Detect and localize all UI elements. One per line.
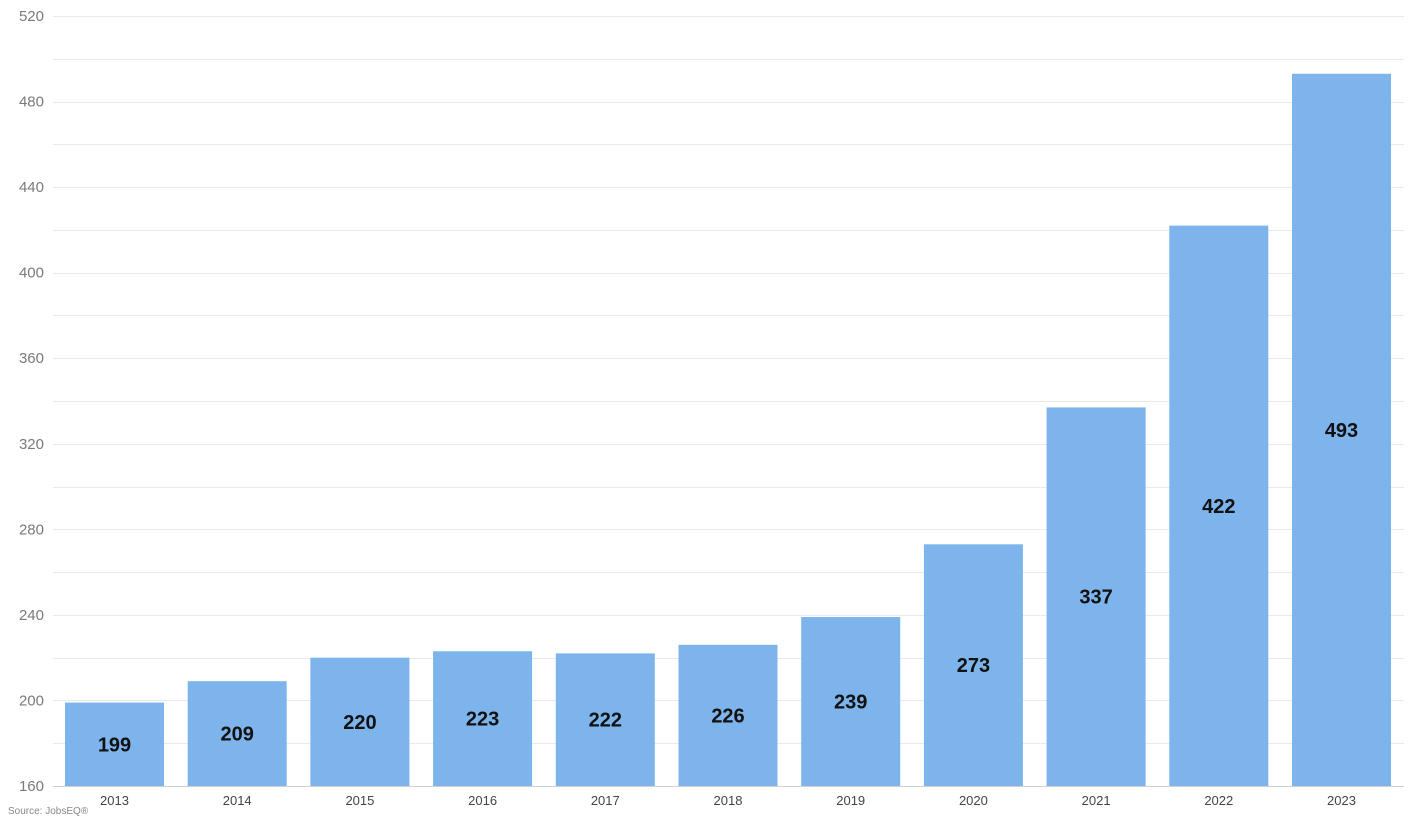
source-note: Source: JobsEQ®	[8, 806, 89, 817]
x-tick-label: 2018	[714, 793, 743, 808]
bar-2022	[1169, 225, 1269, 787]
bar-2013	[65, 702, 164, 786]
bar-2018	[678, 644, 778, 786]
x-tick-label: 2013	[100, 793, 129, 808]
bar-2023	[1292, 73, 1391, 786]
y-tick-label: 400	[19, 265, 44, 282]
x-tick-label: 2014	[223, 793, 252, 808]
y-tick-label: 240	[19, 607, 44, 624]
bar-data-label: 223	[466, 709, 499, 731]
bar-data-label: 226	[711, 705, 744, 727]
bar-2021	[1046, 407, 1146, 786]
y-tick-label: 520	[19, 8, 44, 25]
y-tick-label: 360	[19, 350, 44, 367]
bar-data-label: 209	[221, 724, 254, 746]
x-tick-label: 2017	[591, 793, 620, 808]
bar-data-label: 422	[1202, 496, 1235, 518]
bar-2019	[801, 617, 901, 786]
y-tick-label: 200	[19, 692, 44, 709]
x-tick-label: 2015	[345, 793, 374, 808]
bar-2014	[187, 681, 287, 786]
bar-data-label: 273	[957, 655, 990, 677]
bar-data-label: 222	[589, 710, 622, 732]
bar-2020	[923, 544, 1023, 786]
x-tick-label: 2021	[1082, 793, 1111, 808]
bar-data-label: 337	[1079, 587, 1112, 609]
bar-data-label: 220	[343, 712, 376, 734]
x-tick-label: 2023	[1327, 793, 1356, 808]
x-tick-label: 2016	[468, 793, 497, 808]
bar-2016	[433, 651, 533, 786]
bars	[65, 73, 1391, 787]
x-axis-ticks: 2013 2014 2015 2016 2017 2018 2019 2020 2021 2022…	[100, 793, 1356, 808]
bar-data-label: 493	[1325, 420, 1358, 442]
bar-2017	[555, 653, 655, 786]
bar-data-label: 239	[834, 692, 867, 714]
y-tick-label: 320	[19, 436, 44, 453]
y-axis-ticks: 160 200 240 280 320 360 400 440 480 520	[19, 8, 44, 795]
x-tick-label: 2020	[959, 793, 988, 808]
x-tick-label: 2022	[1204, 793, 1233, 808]
y-tick-label: 440	[19, 179, 44, 196]
y-tick-label: 480	[19, 94, 44, 111]
bar-data-labels: 199 209 220 223 222 226 239 273 337 422 493	[98, 420, 1358, 756]
bar-2015	[310, 657, 410, 786]
bar-data-label: 199	[98, 734, 131, 756]
y-tick-label: 160	[19, 778, 44, 795]
x-tick-label: 2019	[836, 793, 865, 808]
y-tick-label: 280	[19, 521, 44, 538]
